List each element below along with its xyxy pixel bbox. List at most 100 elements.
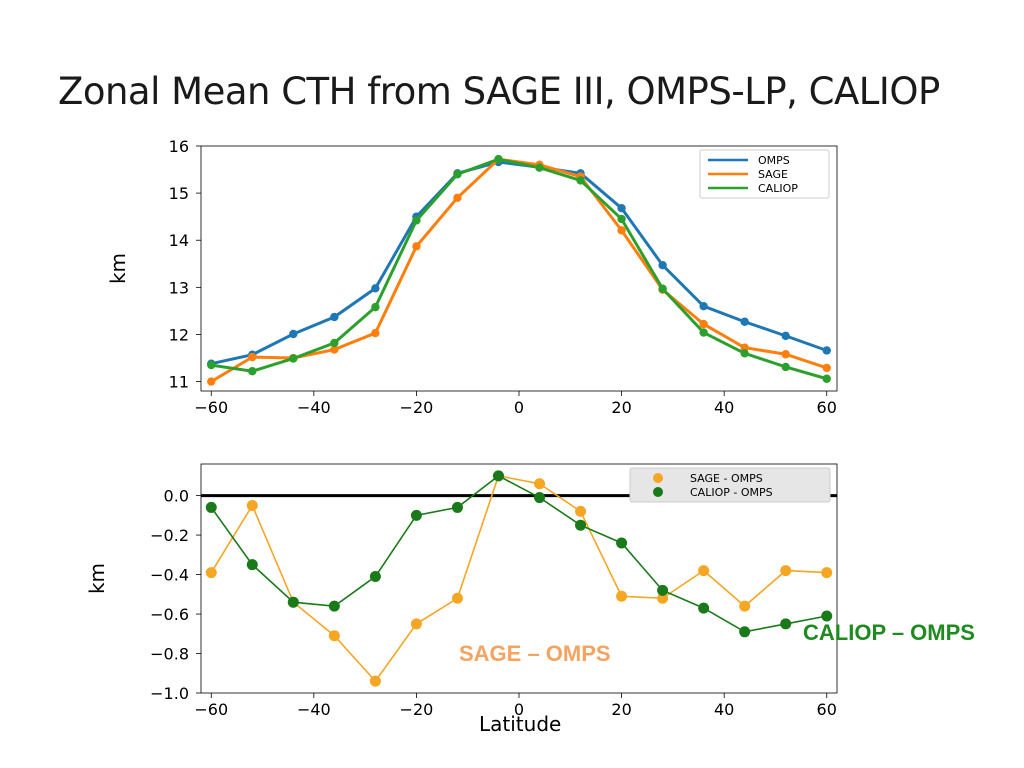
sage-omps-data-point <box>657 592 669 604</box>
y-axis-label: km <box>106 253 130 284</box>
sage-omps-data-point <box>205 567 217 579</box>
sage-omps-data-point <box>369 675 381 687</box>
sage-omps-data-point <box>451 592 463 604</box>
caliop-omps-data-point <box>739 626 751 638</box>
omps-data-point <box>617 203 626 213</box>
legend-box <box>629 467 831 503</box>
caliop-omps-data-point <box>616 537 628 549</box>
omps-data-point <box>371 284 380 293</box>
sage-data-point <box>371 328 380 338</box>
caliop-omps-data-point <box>410 509 422 521</box>
omps-data-point <box>740 317 749 326</box>
sage-data-point <box>207 377 216 386</box>
x-tick-label: 60 <box>817 398 837 417</box>
x-tick-label: 60 <box>817 700 837 719</box>
x-tick-label: −20 <box>400 398 434 417</box>
x-tick-label: −60 <box>194 398 228 417</box>
caliop-omps-data-point <box>492 470 504 482</box>
x-tick-label: 0 <box>514 398 524 417</box>
caliop-data-point <box>576 176 585 185</box>
caliop-data-point <box>494 154 503 164</box>
omps-data-point <box>289 329 298 339</box>
y-tick-label: −0.2 <box>150 526 189 545</box>
omps-data-point <box>781 331 790 341</box>
caliop-omps-data-point <box>205 501 217 513</box>
x-axis-label: Latitude <box>479 712 562 736</box>
y-tick-label: 11 <box>169 373 189 392</box>
x-tick-label: −40 <box>297 398 331 417</box>
caliop-omps-data-point <box>657 584 669 596</box>
caliop-omps-data-point <box>287 596 299 608</box>
omps-data-point <box>658 261 667 270</box>
y-tick-label: 14 <box>169 231 189 250</box>
caliop-data-point <box>781 362 790 372</box>
sage-omps-data-point <box>534 478 546 490</box>
sage-data-point <box>822 363 831 373</box>
sage-omps-data-point <box>575 505 587 517</box>
sage-omps-data-point <box>410 618 422 630</box>
caliop-data-point <box>207 360 216 370</box>
sage-omps-data-point <box>780 565 792 577</box>
y-tick-label: −0.8 <box>150 645 189 664</box>
sage-omps-data-point <box>246 499 258 511</box>
sage-data-point <box>248 352 257 362</box>
caliop-omps-data-point <box>534 492 546 504</box>
sage-omps-data-point <box>616 590 628 602</box>
y-tick-label: 13 <box>169 278 189 297</box>
x-tick-label: 0 <box>514 700 524 719</box>
omps-data-point <box>330 312 339 322</box>
caliop-omps-data-point <box>246 559 258 571</box>
x-tick-label: −60 <box>194 700 228 719</box>
caliop-data-point <box>535 163 544 172</box>
sage-data-point <box>699 319 708 329</box>
caliop-omps-data-point <box>575 519 587 531</box>
y-tick-label: 0.0 <box>164 487 189 506</box>
caliop-data-point <box>699 328 708 337</box>
y-tick-label: 16 <box>169 137 189 156</box>
y-axis-label: km <box>85 563 109 594</box>
caliop-omps-data-point <box>451 501 463 513</box>
caliop-data-point <box>371 302 380 312</box>
slide-title: Zonal Mean CTH from SAGE III, OMPS-LP, C… <box>58 70 940 113</box>
x-tick-label: 20 <box>611 700 631 719</box>
caliop-omps-data-point <box>698 602 710 614</box>
sage-omps-data-point <box>821 567 833 579</box>
legend-label: SAGE <box>758 168 788 181</box>
y-tick-label: −1.0 <box>150 684 189 703</box>
caliop-data-point <box>740 349 749 358</box>
caliop-omps-annotation: CALIOP – OMPS <box>803 620 975 645</box>
caliop-data-point <box>248 367 257 376</box>
sage-omps-data-point <box>328 630 340 642</box>
caliop-omps-data-point <box>328 600 340 612</box>
caliop-data-point <box>330 338 339 348</box>
caliop-data-point <box>453 170 462 179</box>
caliop-data-point <box>658 284 667 293</box>
omps-data-point <box>822 346 831 355</box>
legend-label: CALIOP - OMPS <box>690 486 773 499</box>
sage-data-point <box>412 242 421 251</box>
sage-omps-series-line <box>210 474 827 683</box>
caliop-data-point <box>289 354 298 363</box>
caliop-series-line <box>211 157 828 381</box>
caliop-omps-data-point <box>369 571 381 583</box>
omps-data-point <box>699 301 708 311</box>
legend-marker <box>653 487 663 497</box>
legend-label: SAGE - OMPS <box>690 472 763 485</box>
caliop-data-point <box>617 214 626 224</box>
x-tick-label: −20 <box>400 700 434 719</box>
x-tick-label: 40 <box>714 398 734 417</box>
legend-label: OMPS <box>758 154 790 167</box>
caliop-omps-series-line <box>210 474 827 633</box>
y-tick-label: −0.4 <box>150 566 189 585</box>
legend-marker <box>653 473 663 483</box>
y-tick-label: 12 <box>169 325 189 344</box>
x-tick-label: 40 <box>714 700 734 719</box>
legend-label: CALIOP <box>758 182 798 195</box>
caliop-data-point <box>822 374 831 383</box>
sage-omps-data-point <box>739 600 751 612</box>
sage-data-point <box>617 226 626 235</box>
x-tick-label: 20 <box>611 398 631 417</box>
legend-box <box>699 149 830 199</box>
